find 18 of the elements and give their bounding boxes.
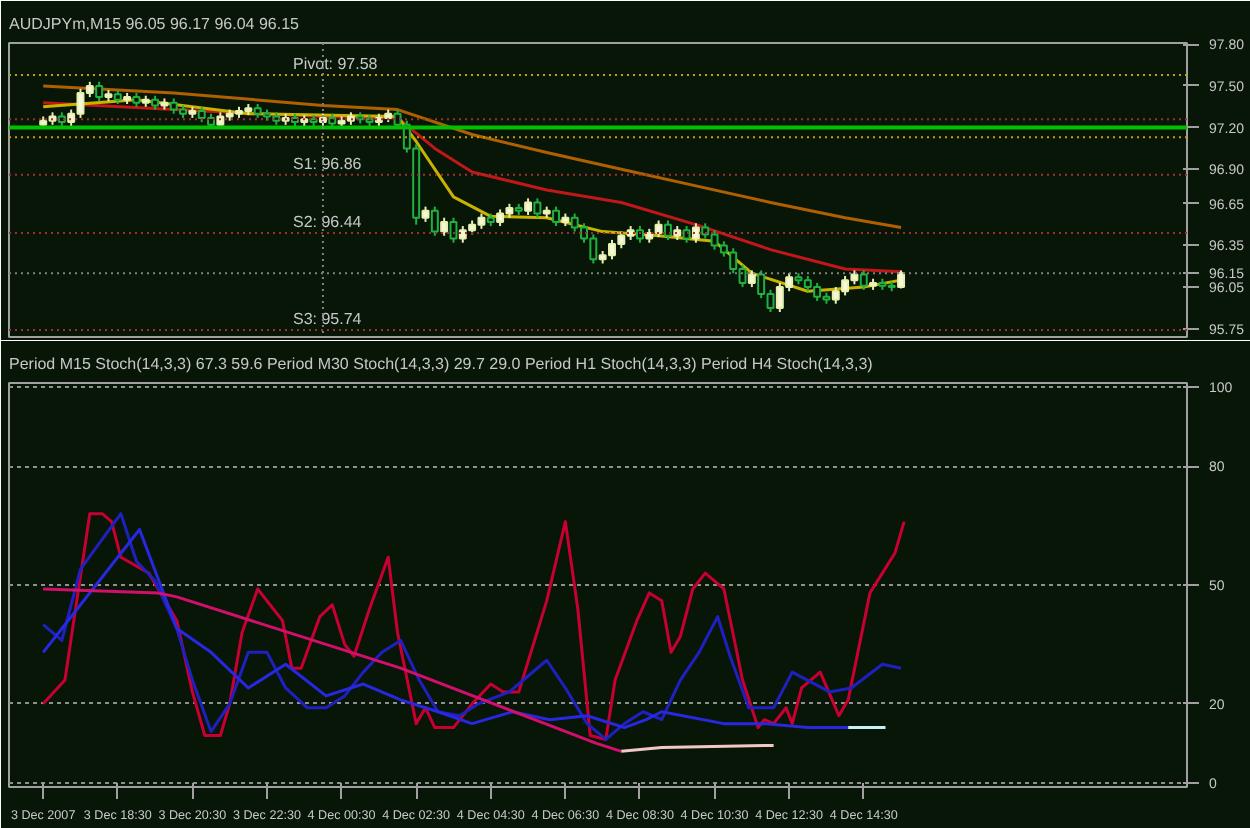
candlestick — [533, 197, 542, 219]
candlestick — [663, 219, 672, 241]
line-series — [41, 528, 850, 730]
ref-line-label: S3: 95.74 — [293, 310, 363, 329]
line-series — [41, 587, 623, 753]
ref-line-label: Pivot: 97.58 — [293, 54, 379, 73]
ref-line-label: S2: 96.44 — [293, 212, 363, 231]
candlestick — [449, 216, 458, 244]
candlestick — [430, 205, 439, 237]
ref-line-label: S1: 96.86 — [293, 154, 363, 173]
candlestick — [691, 222, 700, 244]
candlestick — [552, 205, 561, 228]
candlestick — [95, 80, 104, 103]
candlestick — [440, 216, 449, 237]
chart-title: Period M15 Stoch(14,3,3) 67.3 59.6 Period M30 Stoch(14,3,3) 29.7 29.0 Period H1 Stoch(14,3,3) Period H4 Stoch(14,3,3) — [9, 355, 874, 373]
chart-title: AUDJPYm,M15 96.05 96.17 96.04 96.15 — [9, 15, 301, 33]
line-series — [41, 84, 903, 229]
candlestick — [859, 269, 868, 291]
